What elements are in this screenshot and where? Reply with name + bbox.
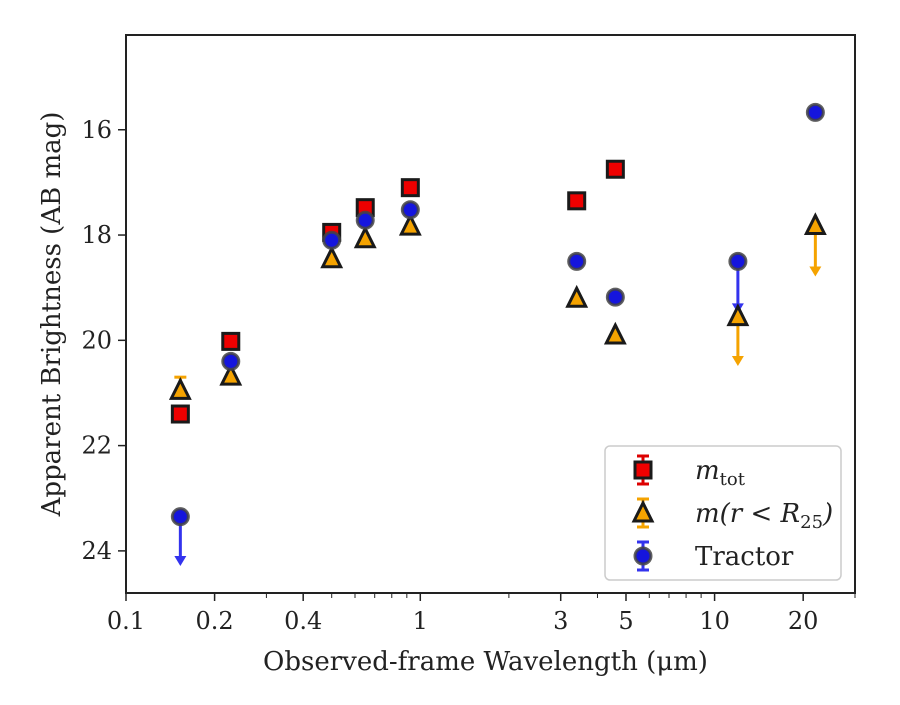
square-point <box>221 331 241 351</box>
x-tick-label: 3 <box>553 607 568 635</box>
triangle-point <box>320 245 344 269</box>
circle-point <box>322 230 342 250</box>
triangle-point <box>803 212 827 236</box>
x-tick-label: 0.2 <box>196 607 234 635</box>
x-tick-label: 0.4 <box>284 607 322 635</box>
triangle-upper-limit-arrow-head <box>809 266 822 277</box>
x-axis-label: Observed-frame Wavelength (μm) <box>263 647 708 677</box>
x-tick-label: 0.1 <box>107 607 145 635</box>
triangle-point <box>603 321 627 345</box>
x-tick-label: 20 <box>788 607 819 635</box>
legend-label: mtot <box>695 456 746 490</box>
legend-triangle-marker <box>631 499 655 523</box>
legend-label: m(r < R25) <box>695 499 833 533</box>
triangle-point <box>565 284 589 308</box>
circle-point <box>355 210 375 230</box>
plot-frame <box>125 34 856 594</box>
y-tick-label: 16 <box>81 116 112 144</box>
triangle-point <box>398 212 422 236</box>
circle-point <box>170 507 190 527</box>
y-tick-label: 18 <box>81 221 112 249</box>
legend-box <box>604 445 842 581</box>
y-tick-label: 22 <box>81 432 112 460</box>
circle-point <box>567 251 587 271</box>
y-axis-label: Apparent Brightness (AB mag) <box>37 112 67 518</box>
y-tick-label: 20 <box>81 326 112 354</box>
y-tick-label: 24 <box>81 537 112 565</box>
circle-point <box>605 287 625 307</box>
circle-upper-limit-arrow-head <box>174 556 187 567</box>
triangle-point <box>168 376 192 400</box>
circle-point <box>400 200 420 220</box>
circle-point <box>805 102 825 122</box>
legend-square-marker <box>633 460 653 480</box>
x-tick-label: 1 <box>413 607 428 635</box>
triangle-point <box>353 225 377 249</box>
triangle-upper-limit-arrow-head <box>731 356 744 367</box>
square-point <box>605 159 625 179</box>
x-tick-label: 10 <box>699 607 730 635</box>
circle-point <box>221 351 241 371</box>
square-point <box>170 404 190 424</box>
legend-circle-marker <box>633 546 653 566</box>
square-point <box>567 191 587 211</box>
circle-point <box>728 251 748 271</box>
x-tick-label: 5 <box>618 607 633 635</box>
triangle-point <box>726 303 750 327</box>
square-point <box>400 178 420 198</box>
legend-label: Tractor <box>695 542 794 572</box>
triangle-point <box>219 362 243 386</box>
